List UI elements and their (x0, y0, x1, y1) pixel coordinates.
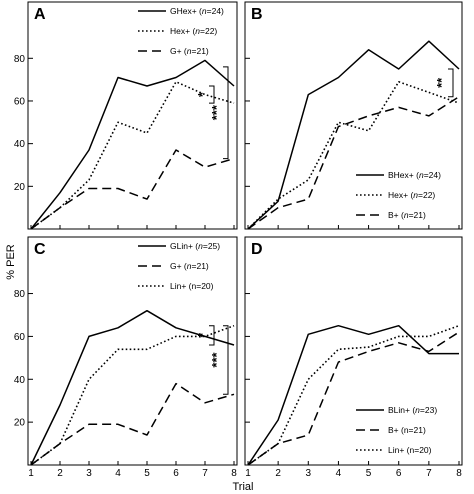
panel-c-x-tick-label: 1 (28, 468, 34, 479)
panel-c-y-tick-label: 20 (14, 418, 26, 429)
panel-c-frame (27, 236, 238, 466)
panel-c-series-3-line (30, 324, 235, 466)
panel-b-legend-label-2: Hex+ (n=22) (388, 190, 435, 200)
panel-d-x-tick-label: 1 (245, 468, 251, 479)
y-axis-title: % PER (5, 244, 17, 280)
x-axis-title: Trial (233, 481, 254, 493)
panel-c-x-tick-label: 2 (57, 468, 63, 479)
panel-a: A 20 40 60 80 GHex+ (n=24) Hex+ (n=22) G+ (n=21… (14, 1, 238, 230)
panel-a-series-2-line (30, 81, 235, 230)
panel-a-label: A (34, 6, 46, 23)
panel-c-series-1-line (30, 309, 235, 466)
panel-d-x-tick-label: 5 (366, 468, 372, 479)
panel-b-frame (244, 1, 463, 230)
panel-c-legend-label-2: G+ (n=21) (170, 261, 209, 271)
panel-d-series-3-line (247, 324, 460, 466)
panel-d-x-tick-label: 6 (396, 468, 402, 479)
panel-c-label: C (34, 241, 46, 258)
panel-c-y-tick-label: 60 (14, 332, 26, 343)
panel-c-x-tick-label: 8 (231, 468, 237, 479)
panel-d-legend-label-2: B+ (n=21) (388, 425, 426, 435)
panel-a-series-1-line (30, 59, 235, 230)
panel-a-y-tick-label: 40 (14, 139, 26, 150)
panel-c-sig-label-2: *** (209, 351, 224, 367)
panel-b-legend-label-3: B+ (n=21) (388, 210, 426, 220)
panel-a-series-3-line (30, 149, 235, 230)
panel-b-sig-label-1: ** (434, 77, 449, 88)
panel-c-x-tick-label: 3 (86, 468, 92, 479)
panel-c-x-tick-label: 5 (144, 468, 150, 479)
panel-b-label: B (251, 6, 263, 23)
panel-c: C 20 40 60 80 1 2 3 4 5 6 7 8 GLin+ (n=25) G+ (n=21) Li… (14, 236, 238, 479)
panel-b-series-1-line (247, 40, 460, 230)
panel-a-sig-label-2: *** (209, 104, 224, 120)
panel-d-legend-label-3: Lin+ (n=20) (388, 445, 432, 455)
panel-c-series-2-line (30, 382, 235, 466)
panel-d-x-tick-label: 4 (336, 468, 342, 479)
panel-c-legend-label-1: GLin+ (n=25) (170, 241, 220, 251)
panel-c-x-tick-label: 7 (202, 468, 208, 479)
panel-d-series-1-line (247, 324, 459, 466)
panel-a-legend-label-3: G+ (n=21) (170, 46, 209, 56)
panel-d-x-tick-label: 3 (306, 468, 312, 479)
panel-c-y-tick-label: 40 (14, 375, 26, 386)
panel-a-y-tick-label: 60 (14, 96, 26, 107)
panel-c-sig-bracket-2 (223, 325, 229, 395)
panel-a-sig-bracket-2 (223, 66, 229, 160)
panel-a-sig-label-1: * (195, 91, 210, 97)
panel-d: D 1 2 3 4 5 6 7 8 BLin+ (n=23) B+ (n=21) Lin+ (n=20… (244, 236, 463, 479)
panel-a-legend-label-1: GHex+ (n=24) (170, 6, 224, 16)
panel-b-series-2-line (247, 81, 460, 230)
panel-c-legend-label-3: Lin+ (n=20) (170, 281, 214, 291)
panel-c-sig-label-1: * (195, 332, 210, 338)
panel-d-x-tick-label: 8 (456, 468, 462, 479)
panel-c-sig-bracket-1 (209, 325, 215, 346)
panel-b: B BHex+ (n=24) Hex+ (n=22) B+ (n=21) ** (244, 1, 463, 230)
panel-c-x-tick-label: 4 (115, 468, 121, 479)
panel-d-frame (244, 236, 463, 466)
panel-a-legend-label-2: Hex+ (n=22) (170, 26, 217, 36)
panel-a-sig-bracket-1 (209, 85, 215, 104)
panel-d-legend-label-1: BLin+ (n=23) (388, 405, 437, 415)
panel-d-label: D (251, 241, 263, 258)
panel-a-y-tick-label: 80 (14, 54, 26, 65)
panel-a-y-tick-label: 20 (14, 182, 26, 193)
panel-a-frame (27, 1, 238, 230)
panel-b-legend-label-1: BHex+ (n=24) (388, 170, 441, 180)
panel-d-series-2-line (247, 331, 460, 466)
panel-c-x-tick-label: 6 (173, 468, 179, 479)
panel-d-x-tick-label: 2 (275, 468, 281, 479)
panel-b-sig-bracket-1 (448, 68, 454, 98)
panel-d-x-tick-label: 7 (426, 468, 432, 479)
panel-c-y-tick-label: 80 (14, 289, 26, 300)
panel-b-series-3-line (247, 96, 460, 230)
